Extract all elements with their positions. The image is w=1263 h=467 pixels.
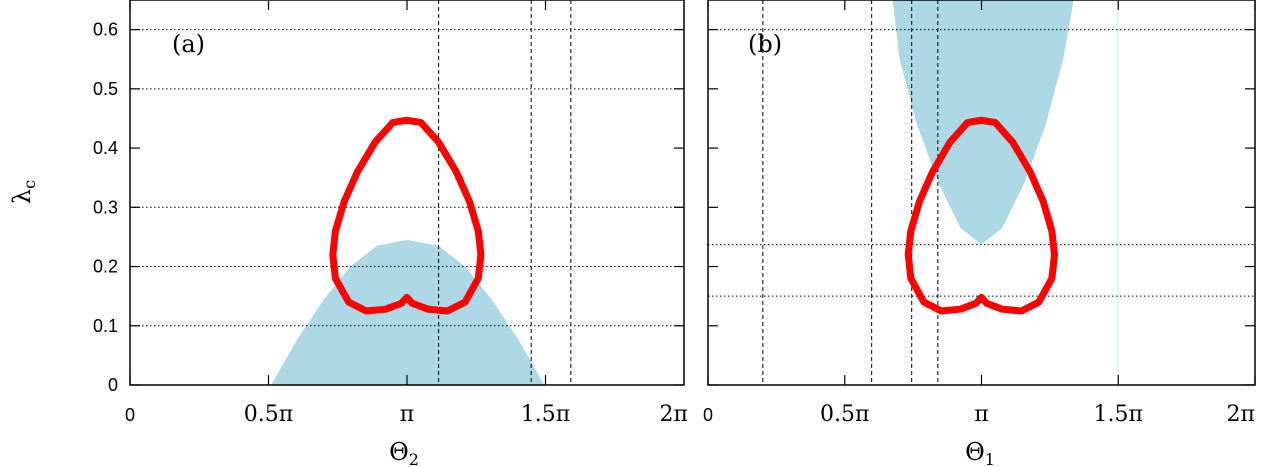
panel-a-ytick-label-0: 0 xyxy=(108,375,118,395)
panel-a-x-tick-label-2pi: 2π xyxy=(660,402,688,427)
panel-b-xtick-label-4: 2π xyxy=(1227,402,1255,427)
panel-b-xlabel: Θ1 xyxy=(965,438,995,467)
panel-b-red-curve xyxy=(904,116,1058,315)
panel-a-ylabel-main: λ xyxy=(8,189,36,204)
panel-a-ylabel: λc xyxy=(8,180,39,204)
panel-b-xtick-label-0: 0 xyxy=(703,405,713,425)
panel-b-label: (b) xyxy=(748,30,782,58)
panel-a-shaded-region xyxy=(271,239,545,385)
panel-b-xtick-label-2: π xyxy=(974,402,988,427)
panel-a-xlabel-sub: 2 xyxy=(409,450,419,467)
panel-a-ytick-label-3: 0.3 xyxy=(93,197,118,217)
panel-a-ylabel-sub: c xyxy=(20,180,39,189)
panel-a-curve-layer xyxy=(329,116,485,315)
panel-a-xtick-label-3: 1.5π xyxy=(521,402,570,427)
panel-a-ticks-layer: 0 0.1 0.2 0.3 0.4 0.5 0.6 0 0.5π π 1.5π xyxy=(93,0,684,427)
panel-b-curve-layer xyxy=(904,116,1058,315)
panel-a-grid-layer xyxy=(130,0,684,385)
panel-a-ytick-label-2: 0.2 xyxy=(93,257,118,277)
panel-a-xtick-label-1: 0.5π xyxy=(244,402,293,427)
panel-a-xtick-label-0: 0 xyxy=(125,405,135,425)
panel-b-xtick-label-3: 1.5π xyxy=(1094,402,1143,427)
panel-a-xlabel-main: Θ xyxy=(389,438,409,466)
panel-a-ytick-label-5: 0.5 xyxy=(93,79,118,99)
panel-b-ticks-layer: 0 0.5π π 1.5π 2π xyxy=(703,0,1256,427)
panel-b: 0 0.5π π 1.5π 2π (b) Θ1 xyxy=(703,0,1256,467)
panel-b-xlabel-sub: 1 xyxy=(985,450,995,467)
panel-a-red-curve xyxy=(329,116,485,315)
panel-b-xlabel-main: Θ xyxy=(965,438,985,466)
panel-a-ytick-label-6: 0.6 xyxy=(93,20,118,40)
panel-a-label: (a) xyxy=(172,30,205,58)
panel-a-ytick-label-4: 0.4 xyxy=(93,138,118,158)
panel-b-xtick-label-1: 0.5π xyxy=(820,402,869,427)
panel-a-xtick-label-2: π xyxy=(400,402,414,427)
panel-a: 00.10.20.30.40.50.60 0.5π π 1.5π (a) Θ2 λc … xyxy=(8,0,688,467)
panel-a-ytick-label-1: 0.1 xyxy=(93,316,118,336)
panel-a-shaded-layer xyxy=(271,239,545,385)
panel-a-xlabel: Θ2 xyxy=(389,438,419,467)
